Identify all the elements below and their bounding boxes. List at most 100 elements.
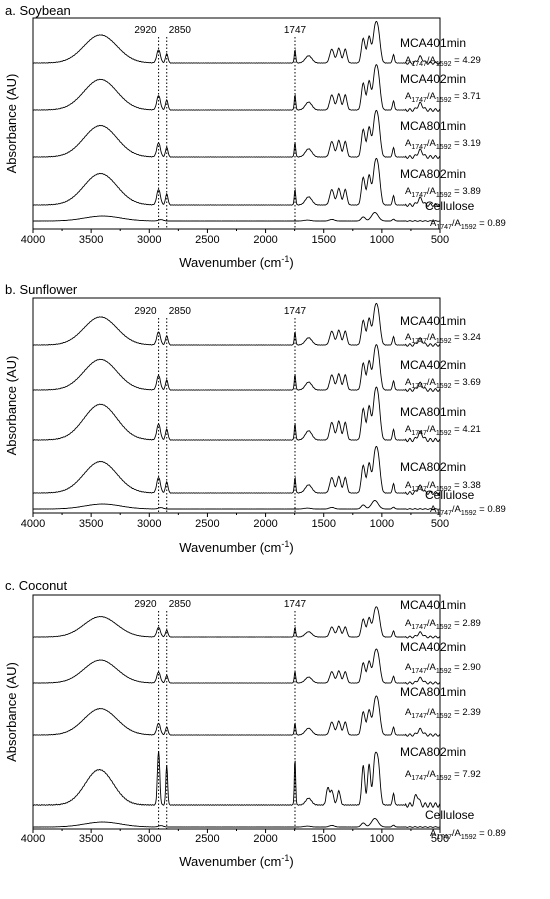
x-tick-label: 1000 bbox=[370, 518, 394, 530]
peak-label: 2850 bbox=[169, 599, 192, 610]
peak-label: 2920 bbox=[134, 599, 157, 610]
ratio-label: A1747/A1592 = 4.21 bbox=[405, 424, 481, 437]
ratio-value: 0.89 bbox=[487, 828, 506, 839]
series-line-mca402min bbox=[32, 648, 441, 685]
ratio-label: A1747/A1592 = 2.90 bbox=[405, 662, 481, 675]
series-name: MCA402min bbox=[400, 358, 466, 372]
panel-title: b. Sunflower bbox=[5, 282, 78, 297]
series-name: Cellulose bbox=[425, 488, 475, 502]
x-tick-label: 4000 bbox=[21, 234, 45, 246]
series-name: MCA401min bbox=[400, 598, 466, 612]
ratio-value: 2.90 bbox=[462, 662, 481, 673]
ratio-label: A1747/A1592 = 3.69 bbox=[405, 377, 481, 390]
series-line-mca401min bbox=[33, 302, 441, 347]
ratio-value: 3.19 bbox=[462, 138, 481, 149]
panel-1: a. Soybean Absorbance (AU) 4000 3500 3000 250… bbox=[4, 3, 506, 270]
ratio-value: 2.39 bbox=[462, 707, 481, 718]
peak-label: 1747 bbox=[284, 599, 307, 610]
ratio-label: A1747/A1592 = 4.29 bbox=[405, 55, 481, 68]
series-line-cellulose bbox=[32, 817, 441, 828]
y-axis-title: Absorbance (AU) bbox=[4, 356, 19, 456]
x-tick-label: 2000 bbox=[253, 234, 277, 246]
ratio-value: 0.89 bbox=[487, 504, 506, 515]
ratio-value: 3.89 bbox=[462, 186, 481, 197]
ratio-value: 3.69 bbox=[462, 377, 481, 388]
ratio-value: 7.92 bbox=[462, 769, 481, 780]
series-name: MCA401min bbox=[400, 36, 466, 50]
ratio-value: 3.38 bbox=[462, 480, 481, 491]
series-name: MCA801min bbox=[400, 685, 466, 699]
x-tick-label: 1500 bbox=[311, 833, 335, 845]
peak-label: 2850 bbox=[169, 306, 192, 317]
x-tick-label: 4000 bbox=[21, 518, 45, 530]
plot-frame bbox=[32, 594, 441, 830]
x-tick-label: 3000 bbox=[137, 234, 161, 246]
ratio-label: A1747/A1592 = 0.89 bbox=[430, 218, 506, 231]
peak-label: 2920 bbox=[134, 306, 157, 317]
series-line-mca801min bbox=[33, 695, 441, 737]
series-name: MCA402min bbox=[400, 640, 466, 654]
x-tick-label: 500 bbox=[431, 234, 449, 246]
y-axis-title: Absorbance (AU) bbox=[4, 74, 19, 174]
series-name: MCA802min bbox=[400, 460, 466, 474]
peak-label: 1747 bbox=[284, 25, 307, 36]
series-name: MCA802min bbox=[400, 167, 466, 181]
ratio-value: 2.89 bbox=[462, 618, 481, 629]
series-line-mca402min bbox=[33, 344, 441, 392]
x-tick-label: 2500 bbox=[195, 518, 219, 530]
series-line-mca402min bbox=[33, 64, 441, 112]
series-line-mca802min bbox=[32, 751, 441, 808]
series-line-mca801min bbox=[33, 109, 441, 160]
x-tick-label: 2500 bbox=[195, 833, 219, 845]
series-name: MCA801min bbox=[400, 405, 466, 419]
series-name: MCA801min bbox=[400, 119, 466, 133]
peak-label: 2920 bbox=[134, 25, 157, 36]
ratio-value: 4.29 bbox=[462, 55, 481, 66]
series-name: MCA401min bbox=[400, 314, 466, 328]
x-tick-label: 500 bbox=[431, 833, 449, 845]
series-name: Cellulose bbox=[425, 199, 475, 213]
ratio-label: A1747/A1592 = 3.19 bbox=[405, 138, 481, 151]
x-tick-label: 1000 bbox=[370, 234, 394, 246]
ratio-label: A1747/A1592 = 2.89 bbox=[405, 618, 481, 631]
ratio-label: A1747/A1592 = 7.92 bbox=[405, 769, 481, 782]
panel-title: c. Coconut bbox=[5, 578, 68, 593]
x-tick-label: 2500 bbox=[195, 234, 219, 246]
x-axis-title: Wavenumber (cm-1) bbox=[179, 539, 293, 555]
x-tick-label: 500 bbox=[431, 518, 449, 530]
ratio-label: A1747/A1592 = 3.24 bbox=[405, 332, 481, 345]
series-name: Cellulose bbox=[425, 808, 475, 822]
panel-title: a. Soybean bbox=[5, 3, 71, 18]
ratio-label: A1747/A1592 = 2.39 bbox=[405, 707, 481, 720]
ratio-label: A1747/A1592 = 3.89 bbox=[405, 186, 481, 199]
series-line-mca401min bbox=[32, 606, 441, 639]
series-line-cellulose bbox=[32, 211, 441, 222]
peak-label: 2850 bbox=[169, 25, 192, 36]
series-line-mca401min bbox=[33, 20, 441, 65]
ratio-value: 4.21 bbox=[462, 424, 481, 435]
series-line-mca802min bbox=[33, 157, 441, 208]
x-tick-label: 4000 bbox=[21, 833, 45, 845]
series-name: MCA402min bbox=[400, 72, 466, 86]
x-tick-label: 3000 bbox=[137, 833, 161, 845]
ratio-label: A1747/A1592 = 0.89 bbox=[430, 828, 506, 841]
x-tick-label: 2000 bbox=[253, 833, 277, 845]
x-tick-label: 1000 bbox=[370, 833, 394, 845]
series-line-mca801min bbox=[32, 386, 441, 443]
ratio-value: 0.89 bbox=[487, 218, 506, 229]
x-tick-label: 3500 bbox=[79, 833, 103, 845]
ratio-label: A1747/A1592 = 0.89 bbox=[430, 504, 506, 517]
x-tick-label: 3000 bbox=[137, 518, 161, 530]
x-tick-label: 3500 bbox=[79, 518, 103, 530]
plot-frame bbox=[32, 297, 441, 514]
peak-label: 1747 bbox=[284, 306, 307, 317]
panel-2: b. Sunflower Absorbance (AU) 4000 3500 3000 2… bbox=[4, 282, 506, 555]
ratio-label: A1747/A1592 = 3.71 bbox=[405, 91, 481, 104]
x-tick-label: 1500 bbox=[311, 234, 335, 246]
panel-3: c. Coconut Absorbance (AU) 4000 3500 3000 250… bbox=[4, 578, 506, 869]
ratio-label: A1747/A1592 = 3.38 bbox=[405, 480, 481, 493]
series-line-cellulose bbox=[32, 499, 441, 510]
x-axis-title: Wavenumber (cm-1) bbox=[179, 853, 293, 869]
x-axis-title: Wavenumber (cm-1) bbox=[179, 254, 293, 270]
